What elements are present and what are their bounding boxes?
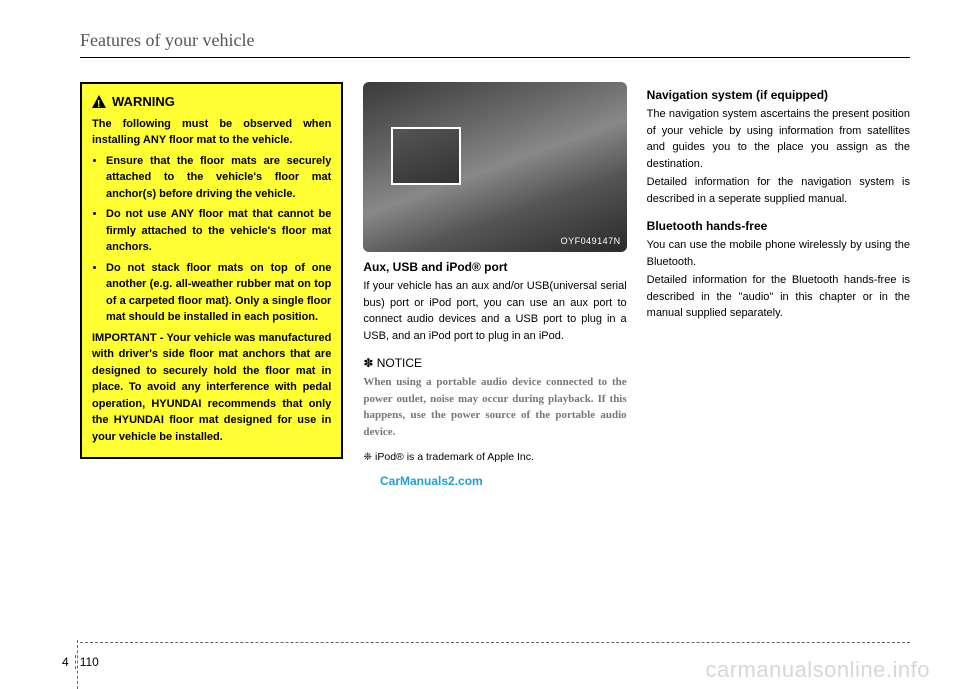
col-1: WARNING The following must be observed w… [80,82,343,466]
footer-rule [80,642,910,643]
trademark-note: ❈ iPod® is a trademark of Apple Inc. [363,450,626,466]
notice-body: When using a portable audio device conne… [363,374,626,440]
bt-body-1: You can use the mobile phone wirelessly … [647,237,910,270]
col-3: Navigation system (if equipped) The navi… [647,82,910,466]
aux-body: If your vehicle has an aux and/or USB(un… [363,278,626,344]
warning-bullet-1: Ensure that the floor mats are securely … [106,153,331,203]
bt-heading: Bluetooth hands-free [647,217,910,235]
nav-body-1: The navigation system ascertains the pre… [647,106,910,172]
vehicle-photo: OYF049147N [363,82,626,252]
warning-important: IMPORTANT - Your vehicle was manufacture… [92,330,331,446]
warning-heading: WARNING [92,92,331,112]
warning-bullets: Ensure that the floor mats are securely … [92,153,331,326]
nav-body-2: Detailed information for the navigation … [647,174,910,207]
bt-body-2: Detailed information for the Bluetooth h… [647,272,910,322]
page-number: 4 110 [62,655,99,669]
warning-bullet-3: Do not stack floor mats on top of one an… [106,260,331,326]
photo-code: OYF049147N [561,235,621,249]
chapter-number: 4 [62,655,76,669]
warning-triangle-icon [92,95,106,108]
page-idx: 110 [80,655,99,669]
warning-intro: The following must be observed when inst… [92,116,331,149]
warning-label: WARNING [112,92,175,112]
nav-heading: Navigation system (if equipped) [647,86,910,104]
aux-heading: Aux, USB and iPod® port [363,258,626,276]
notice-heading: NOTICE [363,354,626,372]
content-columns: WARNING The following must be observed w… [80,82,910,466]
site-watermark: carmanualsonline.info [705,657,930,683]
warning-bullet-2: Do not use ANY floor mat that cannot be … [106,206,331,256]
photo-inset [391,127,461,185]
page-header: Features of your vehicle [80,30,910,58]
source-link: CarManuals2.com [380,474,910,488]
warning-body: The following must be observed when inst… [92,116,331,446]
warning-box: WARNING The following must be observed w… [80,82,343,459]
col-2: OYF049147N Aux, USB and iPod® port If yo… [363,82,626,466]
